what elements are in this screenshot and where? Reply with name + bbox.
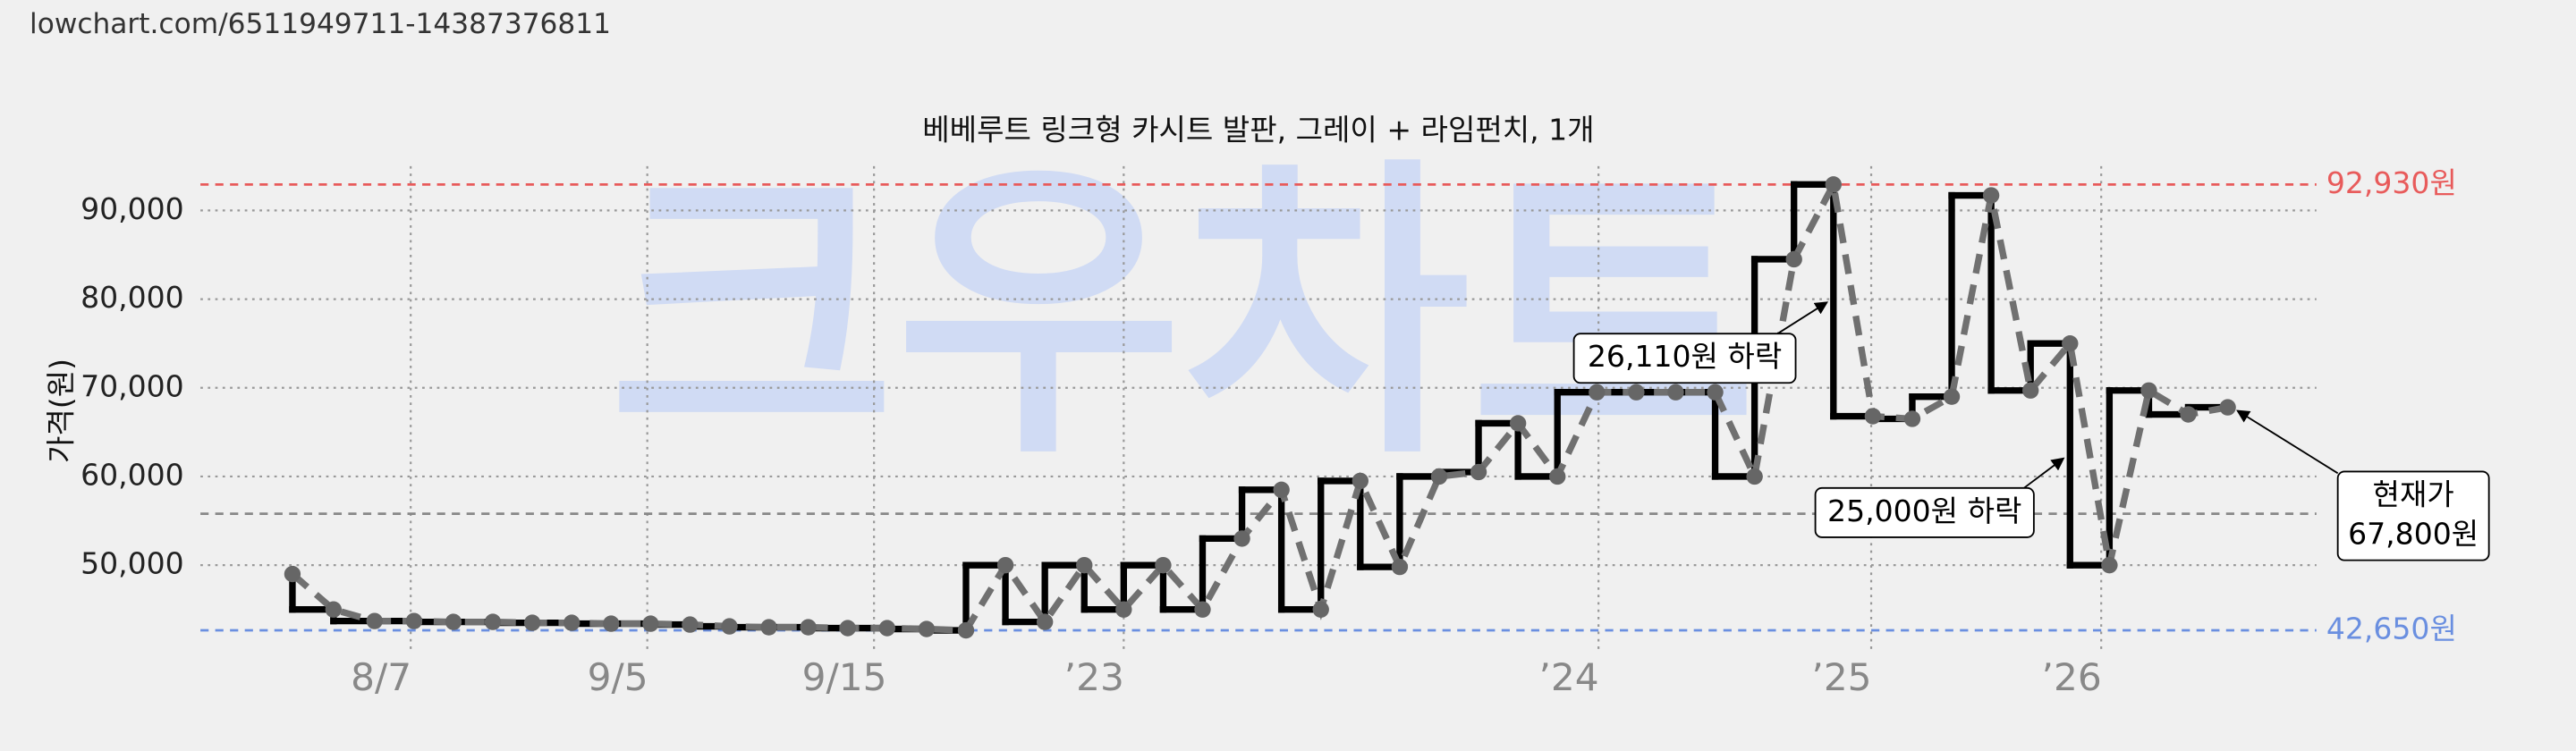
price-point xyxy=(2180,406,2197,423)
price-point xyxy=(2219,399,2236,416)
chart-title: 베베루트 링크형 카시트 발판, 그레이 + 라임펀치, 1개 xyxy=(922,113,1594,148)
price-point xyxy=(1903,410,1921,427)
price-point xyxy=(642,615,659,632)
price-point xyxy=(1391,558,1409,576)
price-point xyxy=(918,620,936,637)
price-point xyxy=(2022,382,2039,399)
price-point xyxy=(366,612,383,629)
y-tick-label: 90,000 xyxy=(80,191,184,226)
price-point xyxy=(1825,176,1842,193)
price-point xyxy=(1785,250,1802,268)
price-point xyxy=(284,565,301,583)
price-point xyxy=(1549,468,1566,485)
annotation-text: 현재가 xyxy=(2373,477,2454,512)
watermark: 크우차트 xyxy=(608,133,1757,496)
price-point xyxy=(1352,472,1368,490)
price-point xyxy=(603,615,620,632)
x-tick-label: ’26 xyxy=(2042,655,2102,699)
x-tick-label: 9/5 xyxy=(588,655,648,699)
price-point xyxy=(2062,335,2079,352)
price-point xyxy=(1509,415,1527,432)
price-point xyxy=(2101,556,2118,574)
price-point xyxy=(1707,384,1724,401)
price-point xyxy=(1312,601,1329,618)
annotation-arrow xyxy=(2023,457,2065,489)
annotation-text: 26,110원 하락 xyxy=(1588,339,1782,374)
price-point xyxy=(957,621,975,639)
price-point xyxy=(564,614,580,631)
x-tick-label: ’23 xyxy=(1064,655,1124,699)
price-point xyxy=(878,620,896,637)
annotation-box xyxy=(1814,486,2035,538)
x-tick-label: ’24 xyxy=(1538,655,1598,699)
price-point xyxy=(1155,556,1172,574)
source-url: lowchart.com/6511949711-14387376811 xyxy=(30,8,611,40)
price-point xyxy=(800,619,817,636)
price-point xyxy=(721,618,738,635)
price-point xyxy=(1943,388,1961,405)
price-point xyxy=(1036,613,1054,630)
price-point xyxy=(1982,187,2000,204)
price-point xyxy=(445,613,462,630)
price-point xyxy=(760,619,777,636)
price-point xyxy=(1589,384,1606,401)
annotation-text: 67,800원 xyxy=(2348,517,2479,552)
y-tick-label: 50,000 xyxy=(80,546,184,581)
price-point xyxy=(1667,384,1684,401)
price-point xyxy=(1864,408,1882,425)
y-axis-label: 가격(원) xyxy=(43,359,78,463)
y-tick-label: 70,000 xyxy=(80,368,184,403)
x-tick-label: 8/7 xyxy=(351,655,411,699)
price-point xyxy=(1628,384,1645,401)
price-point xyxy=(1076,556,1093,574)
annotation-box xyxy=(2336,470,2490,561)
price-point xyxy=(1233,530,1250,547)
price-point xyxy=(682,616,699,633)
price-point xyxy=(1430,468,1448,485)
price-point xyxy=(996,556,1014,574)
price-point xyxy=(839,620,856,637)
annotation-text: 25,000원 하락 xyxy=(1827,494,2021,528)
price-point xyxy=(1470,463,1487,481)
y-tick-label: 80,000 xyxy=(80,280,184,315)
x-tick-label: ’25 xyxy=(1811,655,1871,699)
price-point xyxy=(2140,382,2157,399)
price-point xyxy=(1746,468,1763,485)
price-point xyxy=(1273,481,1290,499)
reference-label: 92,930원 xyxy=(2326,165,2457,200)
price-point xyxy=(484,613,502,630)
price-point xyxy=(1194,601,1211,618)
annotation-arrow xyxy=(1776,301,1829,334)
annotation-box xyxy=(1572,333,1797,384)
price-point xyxy=(523,614,541,631)
price-point xyxy=(405,612,423,629)
x-tick-label: 9/15 xyxy=(802,655,887,699)
y-tick-label: 60,000 xyxy=(80,457,184,492)
annotation-arrow xyxy=(2236,409,2339,475)
reference-label: 42,650원 xyxy=(2326,612,2457,646)
price-point xyxy=(325,601,343,618)
price-point xyxy=(1115,601,1132,618)
